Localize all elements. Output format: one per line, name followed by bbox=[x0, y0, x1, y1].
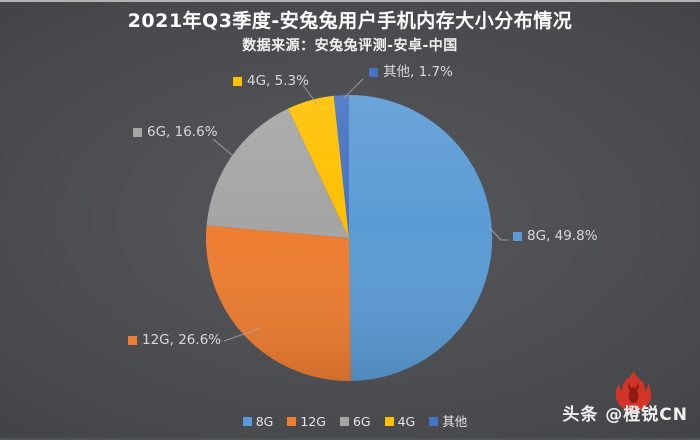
legend-item-8g: 8G bbox=[242, 414, 274, 429]
legend-label-4g: 4G bbox=[397, 414, 416, 429]
pie-shading-overlay bbox=[206, 95, 492, 381]
data-label-4g-text: 4G, 5.3% bbox=[247, 73, 309, 89]
legend-swatch-12g-icon bbox=[287, 417, 297, 426]
data-label-6g-text: 6G, 16.6% bbox=[147, 124, 218, 140]
legend-label-12g: 12G bbox=[300, 414, 326, 429]
swatch-other-icon bbox=[369, 67, 378, 77]
leader-lines bbox=[212, 78, 508, 342]
watermark: 头条 @橙锐CN bbox=[540, 370, 690, 428]
legend-label-8g: 8G bbox=[255, 414, 274, 429]
leader-line-8g bbox=[488, 226, 508, 241]
legend-swatch-4g-icon bbox=[384, 417, 394, 426]
chart-legend: 8G 12G 6G 4G 其他 bbox=[0, 414, 700, 429]
chart-title: 2021年Q3季度-安兔兔用户手机内存大小分布情况 bbox=[127, 10, 573, 32]
swatch-8g-icon bbox=[513, 231, 522, 241]
leader-line-4g bbox=[302, 84, 318, 105]
legend-item-6g: 6G bbox=[339, 414, 371, 429]
legend-swatch-8g-icon bbox=[242, 417, 252, 426]
legend-swatch-6g-icon bbox=[339, 417, 349, 426]
legend-label-other: 其他 bbox=[442, 414, 468, 429]
window-top-edge bbox=[0, 0, 700, 2]
data-label-6g: 6G, 16.6% bbox=[133, 124, 218, 140]
leader-line-6g bbox=[212, 138, 233, 156]
swatch-6g-icon bbox=[133, 127, 142, 137]
legend-label-6g: 6G bbox=[352, 414, 371, 429]
legend-item-other: 其他 bbox=[429, 414, 467, 429]
data-label-other-text: 其他, 1.7% bbox=[383, 64, 453, 80]
data-label-4g: 4G, 5.3% bbox=[233, 73, 309, 89]
leader-line-12g bbox=[223, 327, 262, 342]
legend-item-4g: 4G bbox=[384, 414, 416, 429]
swatch-4g-icon bbox=[233, 76, 242, 86]
leader-line-other bbox=[343, 78, 364, 99]
legend-swatch-other-icon bbox=[429, 417, 439, 426]
data-label-8g-text: 8G, 49.8% bbox=[527, 228, 598, 244]
window-bottom-edge bbox=[0, 438, 700, 440]
swatch-12g-icon bbox=[128, 335, 137, 345]
flame-logo-icon bbox=[615, 370, 652, 412]
chart-subtitle: 数据来源：安兔兔评测-安卓-中国 bbox=[242, 38, 458, 54]
legend-item-12g: 12G bbox=[287, 414, 326, 429]
watermark-text: 头条 @橙锐CN bbox=[562, 405, 688, 425]
data-label-12g: 12G, 26.6% bbox=[128, 332, 221, 348]
data-label-other: 其他, 1.7% bbox=[369, 64, 453, 80]
data-label-12g-text: 12G, 26.6% bbox=[142, 332, 222, 348]
data-label-8g: 8G, 49.8% bbox=[513, 228, 598, 244]
